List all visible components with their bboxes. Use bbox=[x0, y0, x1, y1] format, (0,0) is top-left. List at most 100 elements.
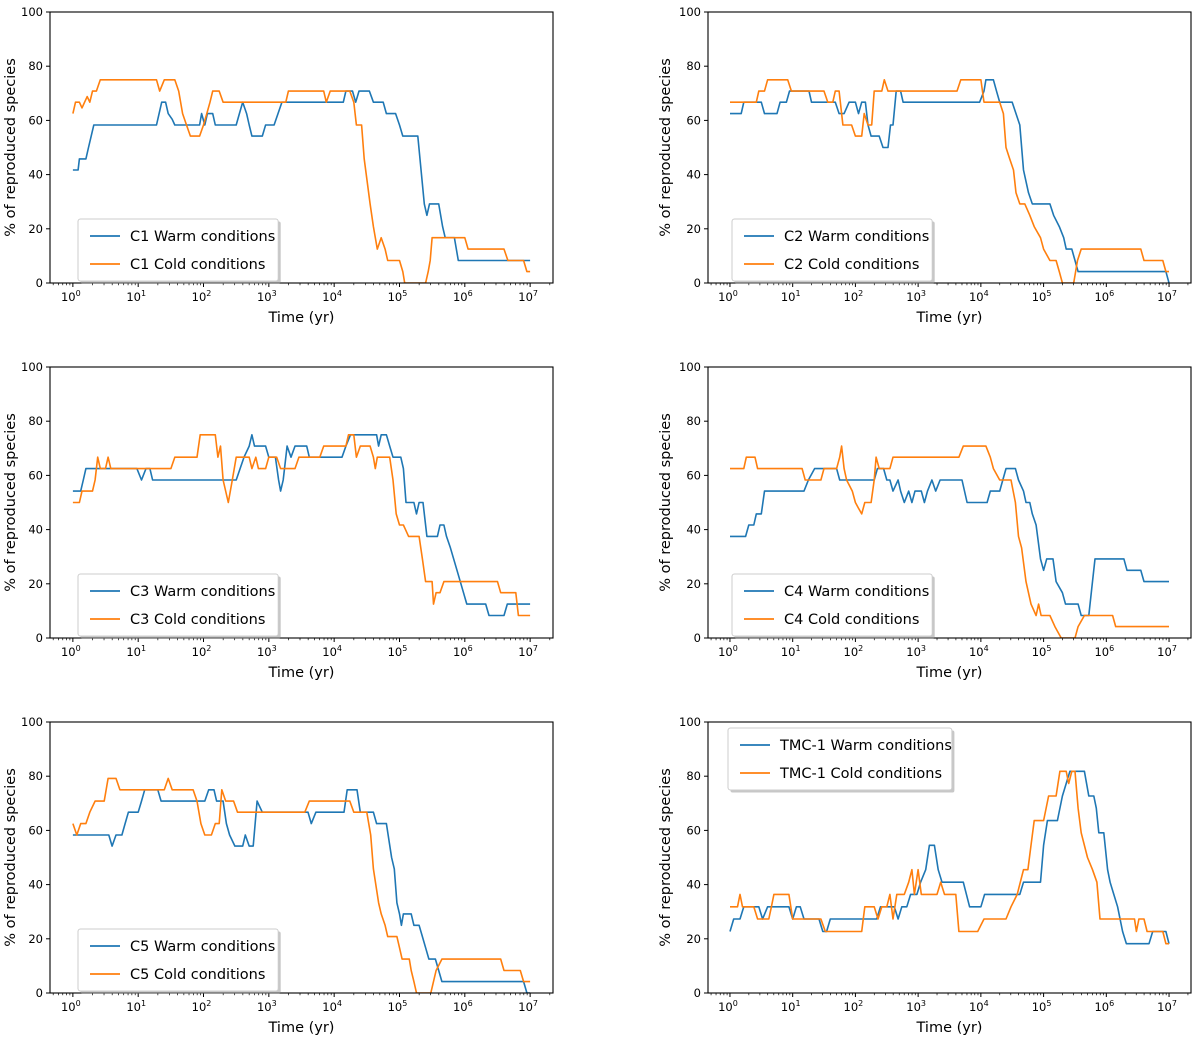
chart-C3: 100 101 102 103 104 105 106 107 0 20 40 60 80 100 Time… bbox=[3, 360, 554, 681]
y-tick-label: 40 bbox=[686, 878, 701, 892]
x-tick-label: 104 bbox=[322, 999, 342, 1014]
chart-cell-c2: 100 101 102 103 104 105 106 107 0 20 40 60 80 100 Time… bbox=[600, 0, 1200, 335]
plot-border bbox=[707, 721, 1192, 994]
y-tick-label: 100 bbox=[21, 715, 43, 729]
legend-label: C3 Warm conditions bbox=[130, 584, 275, 600]
x-tick-label: 101 bbox=[126, 289, 146, 304]
y-tick-label: 60 bbox=[28, 113, 43, 127]
plot-border bbox=[707, 366, 1192, 639]
x-tick-label: 105 bbox=[388, 289, 408, 304]
chart-TMC-1: 100 101 102 103 104 105 106 107 0 20 40 60 80 100 Time… bbox=[658, 715, 1192, 1036]
y-tick-label: 40 bbox=[686, 168, 701, 182]
y-tick-label: 20 bbox=[28, 577, 43, 591]
y-tick-label: 100 bbox=[21, 5, 43, 19]
y-axis-label: % of reproduced species bbox=[3, 413, 19, 592]
y-tick-label: 100 bbox=[679, 360, 701, 374]
x-tick-label: 102 bbox=[844, 999, 864, 1014]
y-tick-label: 0 bbox=[694, 631, 701, 645]
x-tick-label: 101 bbox=[781, 999, 801, 1014]
x-axis-label: Time (yr) bbox=[268, 310, 335, 326]
legend-label: C3 Cold conditions bbox=[130, 612, 265, 628]
x-tick-label: 105 bbox=[1032, 999, 1052, 1014]
x-tick-label: 102 bbox=[192, 999, 212, 1014]
legend-box bbox=[731, 573, 933, 637]
legend-box bbox=[77, 218, 279, 282]
chart-C1: 100 101 102 103 104 105 106 107 0 20 40 60 80 100 Time… bbox=[3, 5, 554, 326]
y-tick-label: 20 bbox=[28, 222, 43, 236]
plot-border bbox=[707, 11, 1192, 284]
x-tick-label: 105 bbox=[1032, 644, 1052, 659]
x-tick-label: 104 bbox=[969, 999, 989, 1014]
x-tick-label: 104 bbox=[322, 644, 342, 659]
x-tick-label: 101 bbox=[126, 999, 146, 1014]
x-tick-label: 102 bbox=[192, 644, 212, 659]
x-axis-label: Time (yr) bbox=[916, 310, 983, 326]
chart-C2: 100 101 102 103 104 105 106 107 0 20 40 60 80 100 Time… bbox=[658, 5, 1192, 326]
x-tick-label: 105 bbox=[1032, 289, 1052, 304]
x-tick-label: 102 bbox=[192, 289, 212, 304]
y-tick-label: 100 bbox=[679, 5, 701, 19]
x-axis-label: Time (yr) bbox=[268, 1020, 335, 1036]
y-tick-label: 40 bbox=[686, 523, 701, 537]
x-tick-label: 106 bbox=[1094, 644, 1114, 659]
legend-label: C1 Warm conditions bbox=[130, 229, 275, 245]
series-line-cold bbox=[72, 434, 531, 617]
x-axis-label: Time (yr) bbox=[268, 665, 335, 681]
series-line-cold bbox=[730, 445, 1169, 638]
legend-box bbox=[727, 727, 953, 791]
chart-cell-c1: 100 101 102 103 104 105 106 107 0 20 40 60 80 100 Time… bbox=[0, 0, 600, 335]
legend-label: C4 Cold conditions bbox=[784, 612, 919, 628]
chart-cell-c3: 100 101 102 103 104 105 106 107 0 20 40 60 80 100 Time… bbox=[0, 355, 600, 690]
plot-border bbox=[49, 11, 554, 284]
chart-cell-c5: 100 101 102 103 104 105 106 107 0 20 40 60 80 100 Time… bbox=[0, 710, 600, 1043]
series-line-warm bbox=[72, 789, 531, 993]
x-tick-label: 103 bbox=[257, 999, 277, 1014]
x-tick-label: 106 bbox=[453, 644, 473, 659]
y-tick-label: 0 bbox=[694, 986, 701, 1000]
series-line-cold bbox=[730, 79, 1169, 283]
series-line-warm bbox=[729, 770, 1170, 945]
x-tick-label: 102 bbox=[844, 644, 864, 659]
x-tick-label: 107 bbox=[1157, 644, 1177, 659]
x-tick-label: 101 bbox=[126, 644, 146, 659]
y-tick-label: 40 bbox=[28, 168, 43, 182]
x-tick-label: 106 bbox=[1094, 999, 1114, 1014]
chart-C4: 100 101 102 103 104 105 106 107 0 20 40 60 80 100 Time… bbox=[658, 360, 1192, 681]
x-tick-label: 105 bbox=[388, 999, 408, 1014]
y-tick-label: 80 bbox=[686, 414, 701, 428]
chart-cell-tmc1: 100 101 102 103 104 105 106 107 0 20 40 60 80 100 Time… bbox=[600, 710, 1200, 1043]
legend-label: C5 Cold conditions bbox=[130, 967, 265, 983]
legend-box bbox=[731, 218, 933, 282]
x-tick-label: 100 bbox=[718, 999, 738, 1014]
x-tick-label: 100 bbox=[718, 289, 738, 304]
y-axis-label: % of reproduced species bbox=[658, 413, 674, 592]
plot-border bbox=[49, 366, 554, 639]
y-tick-label: 80 bbox=[686, 769, 701, 783]
x-tick-label: 102 bbox=[844, 289, 864, 304]
y-axis-label: % of reproduced species bbox=[658, 58, 674, 237]
y-tick-label: 60 bbox=[686, 113, 701, 127]
x-tick-label: 107 bbox=[518, 289, 538, 304]
y-tick-label: 60 bbox=[28, 468, 43, 482]
legend-label: C2 Warm conditions bbox=[784, 229, 929, 245]
x-tick-label: 107 bbox=[518, 644, 538, 659]
x-tick-label: 107 bbox=[1157, 289, 1177, 304]
x-tick-label: 103 bbox=[257, 289, 277, 304]
y-tick-label: 80 bbox=[28, 414, 43, 428]
x-axis-label: Time (yr) bbox=[916, 665, 983, 681]
y-axis-label: % of reproduced species bbox=[3, 768, 19, 947]
y-tick-label: 100 bbox=[679, 715, 701, 729]
y-tick-label: 100 bbox=[21, 360, 43, 374]
x-tick-label: 106 bbox=[453, 999, 473, 1014]
y-axis-label: % of reproduced species bbox=[658, 768, 674, 947]
y-tick-label: 60 bbox=[686, 468, 701, 482]
y-tick-label: 20 bbox=[686, 577, 701, 591]
y-tick-label: 20 bbox=[686, 222, 701, 236]
series-line-warm bbox=[72, 434, 531, 617]
x-tick-label: 100 bbox=[61, 644, 81, 659]
x-tick-label: 100 bbox=[718, 644, 738, 659]
x-tick-label: 100 bbox=[61, 999, 81, 1014]
legend-box bbox=[77, 928, 279, 992]
x-tick-label: 104 bbox=[322, 289, 342, 304]
